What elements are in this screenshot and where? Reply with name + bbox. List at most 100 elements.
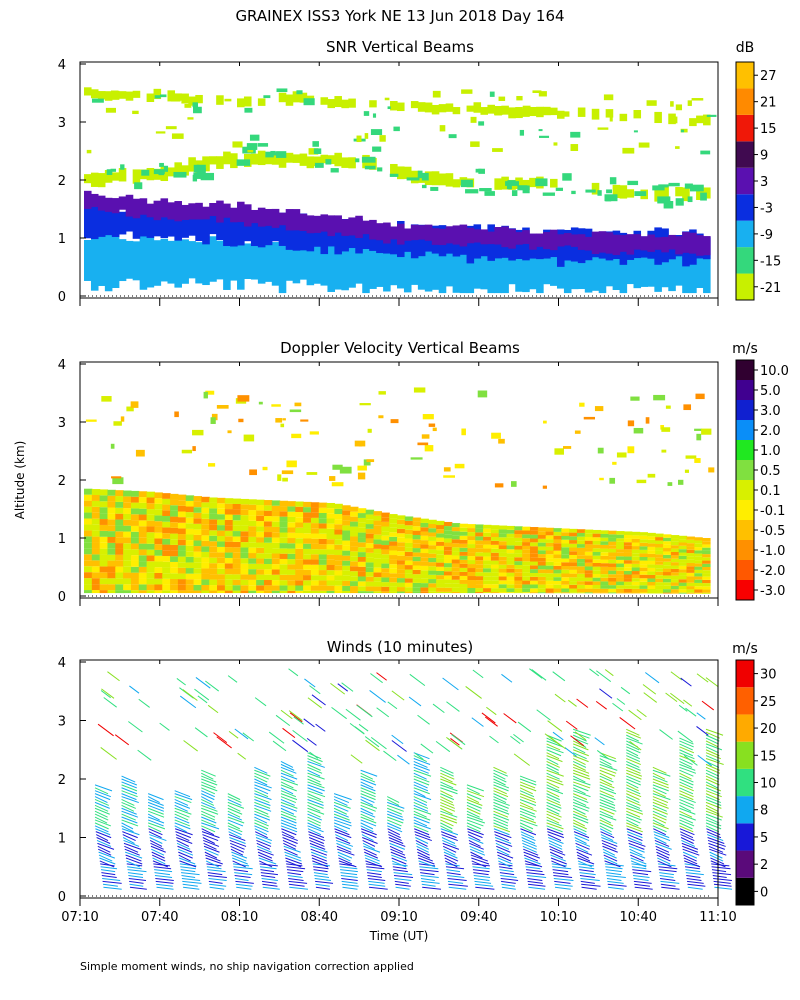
wind-barb — [280, 772, 298, 780]
snr-cell — [605, 244, 614, 287]
doppler-cell — [174, 411, 179, 418]
wind-barb — [147, 796, 160, 803]
doppler-cell — [397, 578, 406, 583]
wind-barb — [679, 801, 695, 809]
wind-barb — [440, 819, 454, 827]
doppler-cell — [91, 578, 101, 585]
doppler-cell — [367, 428, 372, 433]
doppler-cell — [84, 542, 93, 549]
wind-barb — [602, 848, 616, 856]
wind-barb — [156, 883, 173, 887]
doppler-cell — [553, 558, 562, 563]
doppler-cell — [545, 535, 555, 540]
snr-cell — [445, 173, 454, 187]
wind-barb — [572, 743, 589, 751]
wind-barb — [201, 799, 215, 806]
doppler-cell — [631, 553, 641, 557]
wind-barb — [552, 866, 572, 870]
wind-barb — [360, 772, 374, 780]
wind-barb — [679, 813, 696, 821]
doppler-cell — [639, 581, 648, 586]
colorbar-label: 3 — [760, 175, 768, 190]
doppler-cell — [600, 555, 609, 560]
doppler-cell — [600, 577, 609, 582]
colorbar-swatch — [736, 141, 754, 168]
doppler-cell — [483, 536, 492, 541]
wind-barb — [205, 857, 223, 865]
wind-barb — [281, 834, 298, 842]
wind-barb — [493, 825, 511, 833]
doppler-cell — [702, 557, 711, 561]
snr-cell — [536, 233, 544, 247]
doppler-cell — [490, 576, 500, 581]
wind-barb — [174, 799, 189, 806]
doppler-cell — [350, 566, 359, 572]
snr-cell — [327, 235, 335, 292]
wind-barb — [100, 747, 117, 760]
doppler-cell — [694, 560, 703, 564]
wind-barb — [153, 866, 172, 870]
wind-barb — [679, 819, 695, 827]
doppler-cell — [608, 530, 617, 535]
colorbar-swatch — [736, 420, 754, 440]
wind-barb — [409, 673, 426, 687]
snr-cell — [90, 230, 99, 291]
doppler-cell — [217, 525, 226, 531]
doppler-cell — [295, 554, 304, 560]
doppler-cell — [135, 449, 145, 457]
doppler-cell — [514, 530, 523, 535]
doppler-cell — [514, 534, 523, 538]
doppler-cell — [342, 520, 351, 526]
wind-barb — [546, 784, 560, 792]
wind-barb — [360, 775, 376, 783]
snr-cell — [325, 159, 332, 165]
wind-barb — [546, 801, 562, 809]
doppler-cell — [310, 559, 320, 565]
doppler-cell — [553, 562, 562, 566]
doppler-cell — [279, 558, 289, 565]
wind-barb — [358, 723, 369, 732]
doppler-cell — [279, 532, 289, 538]
wind-barb — [679, 784, 694, 792]
doppler-cell — [123, 590, 132, 594]
snr-cell — [390, 241, 398, 286]
doppler-cell — [661, 449, 667, 453]
doppler-cell — [404, 525, 414, 530]
wind-barb — [201, 810, 216, 818]
colorbar-swatch — [736, 194, 754, 221]
snr-cell — [689, 118, 697, 127]
wind-barb — [471, 860, 487, 868]
snr-cell — [376, 223, 384, 241]
doppler-cell — [263, 542, 273, 549]
wind-barb — [652, 790, 666, 798]
wind-barb — [227, 816, 245, 824]
doppler-cell — [287, 527, 296, 533]
snr-cell — [609, 177, 617, 185]
wind-barb — [121, 787, 138, 795]
wind-barb — [501, 880, 516, 884]
wind-barb — [616, 698, 626, 705]
snr-cell — [604, 194, 618, 202]
snr-cell — [654, 189, 662, 202]
wind-barb — [197, 695, 208, 704]
doppler-cell — [631, 531, 641, 536]
doppler-cell — [357, 513, 367, 518]
snr-cell — [243, 243, 252, 280]
doppler-cell — [600, 559, 609, 564]
wind-barb — [620, 686, 631, 695]
doppler-cell — [553, 546, 562, 551]
snr-cell — [410, 224, 419, 241]
doppler-cell — [639, 549, 648, 554]
snr-cell — [680, 128, 688, 133]
wind-barb — [413, 772, 427, 780]
wind-barb — [497, 854, 512, 862]
doppler-cell — [616, 581, 625, 586]
wind-barb — [282, 837, 298, 844]
snr-cell — [556, 229, 565, 267]
doppler-cell — [99, 519, 109, 525]
wind-barb — [519, 778, 537, 786]
wind-barb — [652, 822, 669, 830]
wind-barb — [288, 668, 299, 677]
doppler-cell — [653, 394, 666, 401]
wind-barb — [97, 845, 111, 853]
